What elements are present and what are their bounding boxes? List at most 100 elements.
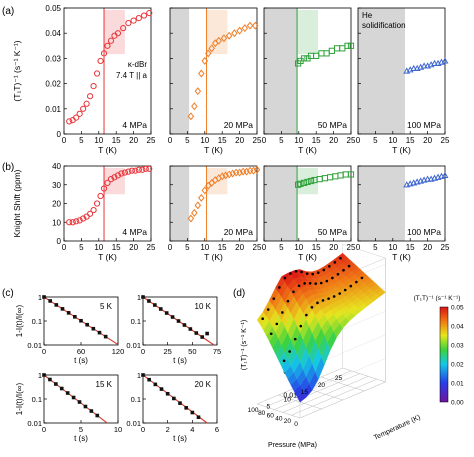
data-point-a-0-20 — [146, 9, 153, 17]
y-tick-label-b-1: 10 — [52, 218, 61, 227]
surface-dot-0-4 — [283, 276, 287, 280]
x-tick-label-a-3-0: 0 — [356, 136, 361, 145]
temperature-tick-label-2: 15 — [301, 389, 309, 396]
data-point-b-0-21 — [139, 166, 146, 173]
pressure-label-a-1: 20 MPa — [224, 120, 254, 130]
data-point-b-0-22 — [142, 165, 149, 172]
data-point-a-0-14 — [114, 30, 122, 37]
recovery-y-tick-label-3-0: 0.01 — [126, 419, 141, 428]
surface-dot-2-6 — [316, 301, 319, 305]
recovery-point-0-8 — [91, 326, 96, 331]
x-tick-label-b-0-0: 0 — [62, 243, 67, 252]
x-tick-label-a-3-4: 20 — [423, 136, 432, 145]
recovery-x-tick-label-2-2: 10 — [114, 425, 122, 434]
data-point-a-2-10 — [339, 45, 346, 52]
y-axis-label-a: (T₁T)⁻¹ (s⁻¹ K⁻¹) — [12, 40, 22, 101]
data-point-a-0-6 — [87, 93, 94, 100]
surface-dot-1-3 — [286, 299, 290, 303]
data-point-b-0-13 — [111, 174, 118, 181]
y-tick-label-a-3: 0.03 — [45, 54, 61, 63]
temperature-label-3: 20 K — [195, 380, 212, 389]
data-point-a-3-11 — [441, 57, 449, 64]
data-point-b-1-9 — [218, 172, 226, 181]
recovery-point-0-6 — [79, 318, 83, 323]
recovery-y-tick-label-1-2: 1 — [137, 293, 141, 302]
panel-letter-a: (a) — [2, 6, 14, 17]
surface-dot-2-1 — [288, 350, 291, 353]
recovery-point-1-9 — [194, 331, 199, 335]
data-point-b-0-18 — [128, 167, 135, 174]
data-point-a-0-12 — [107, 37, 115, 44]
recovery-y-axis-label-2: 1-I(t)/I(∞) — [15, 382, 24, 415]
recovery-x-tick-label-3-2: 4 — [190, 425, 194, 434]
recovery-point-0-7 — [85, 322, 89, 327]
shaded-region-b-3 — [358, 166, 405, 241]
pressure-label-b-3: 100 MPa — [407, 227, 441, 237]
recovery-point-3-5 — [172, 396, 176, 401]
surface-dot-0-6 — [294, 269, 298, 273]
recovery-y-tick-label-0-2: 1 — [38, 293, 42, 302]
data-point-b-0-10 — [100, 185, 108, 192]
panel-d-3d-surface: 0.010.020.030.040.0502040608010051015202… — [241, 243, 464, 449]
recovery-point-1-10 — [200, 335, 204, 339]
x-tick-label-a-1-3: 15 — [218, 136, 227, 145]
data-point-b-2-11 — [342, 171, 349, 178]
y-tick-label-a-2: 0.02 — [45, 80, 61, 89]
x-tick-label-a-3-5: 25 — [441, 136, 450, 145]
x-tick-label-b-2-4: 20 — [329, 243, 338, 252]
data-point-a-2-2 — [300, 55, 308, 62]
recovery-point-3-6 — [178, 401, 182, 405]
recovery-x-tick-label-1-3: 75 — [213, 347, 221, 356]
recovery-y-tick-label-0-0: 0.01 — [27, 341, 42, 350]
x-tick-label-b-2-0: 0 — [262, 243, 267, 252]
data-point-a-1-9 — [220, 34, 228, 43]
annotation-a-3-0: He — [362, 11, 373, 20]
panel-letter-b: (b) — [2, 162, 14, 173]
recovery-point-2-6 — [77, 400, 82, 404]
surface-dot-0-10 — [316, 271, 320, 275]
data-point-a-1-13 — [241, 24, 249, 33]
data-point-a-2-9 — [333, 45, 341, 52]
data-point-b-0-14 — [114, 172, 122, 179]
x-tick-label-a-0-5: 25 — [147, 136, 156, 145]
shaded-region-a-1 — [170, 8, 190, 134]
pressure-tick-label-3: 60 — [267, 413, 275, 420]
recovery-point-2-5 — [71, 395, 76, 400]
plot-frame-a-1 — [169, 7, 258, 135]
plot-frame-a-3 — [357, 7, 446, 135]
data-point-b-0-12 — [107, 176, 115, 183]
surface-dot-2-8 — [327, 297, 330, 300]
surface-dot-1-4 — [292, 290, 295, 294]
x-tick-label-b-3-5: 25 — [441, 243, 450, 252]
data-point-b-3-6 — [424, 175, 432, 182]
pressure-tick-label-4: 80 — [258, 410, 266, 417]
recovery-point-1-0 — [141, 295, 145, 299]
data-point-a-0-3 — [76, 110, 83, 117]
y-tick-label-a-5: 0.05 — [45, 4, 61, 13]
recovery-point-1-8 — [188, 327, 193, 331]
recovery-point-2-8 — [89, 409, 94, 413]
x-tick-label-b-0-1: 5 — [79, 243, 84, 252]
data-point-a-1-3 — [198, 69, 205, 78]
data-point-a-3-5 — [420, 62, 428, 69]
data-point-b-2-4 — [307, 177, 315, 185]
data-point-a-0-2 — [73, 114, 80, 121]
surface-dot-2-4 — [305, 313, 308, 317]
recovery-x-tick-label-2-0: 0 — [42, 425, 46, 434]
x-axis-label-a-3: T (K) — [392, 145, 411, 155]
temperature-tick-label-3: 20 — [318, 382, 326, 389]
x-tick-label-a-0-2: 10 — [94, 136, 103, 145]
data-point-a-0-4 — [80, 105, 87, 112]
data-point-b-2-7 — [321, 175, 328, 182]
surface-dot-1-5 — [297, 284, 301, 288]
x-tick-label-a-3-3: 15 — [406, 136, 415, 145]
pressure-axis-label: Pressure (MPa) — [268, 442, 317, 449]
surface-dot-0-5 — [289, 272, 292, 275]
data-point-b-2-1 — [297, 180, 304, 187]
panel-letters: (a) (b) (c) (d) — [2, 6, 245, 299]
data-point-b-1-0 — [187, 214, 195, 223]
recovery-y-tick-label-2-2: 1 — [38, 371, 42, 380]
data-point-b-0-6 — [87, 210, 94, 217]
x-tick-label-b-2-3: 15 — [312, 243, 321, 252]
